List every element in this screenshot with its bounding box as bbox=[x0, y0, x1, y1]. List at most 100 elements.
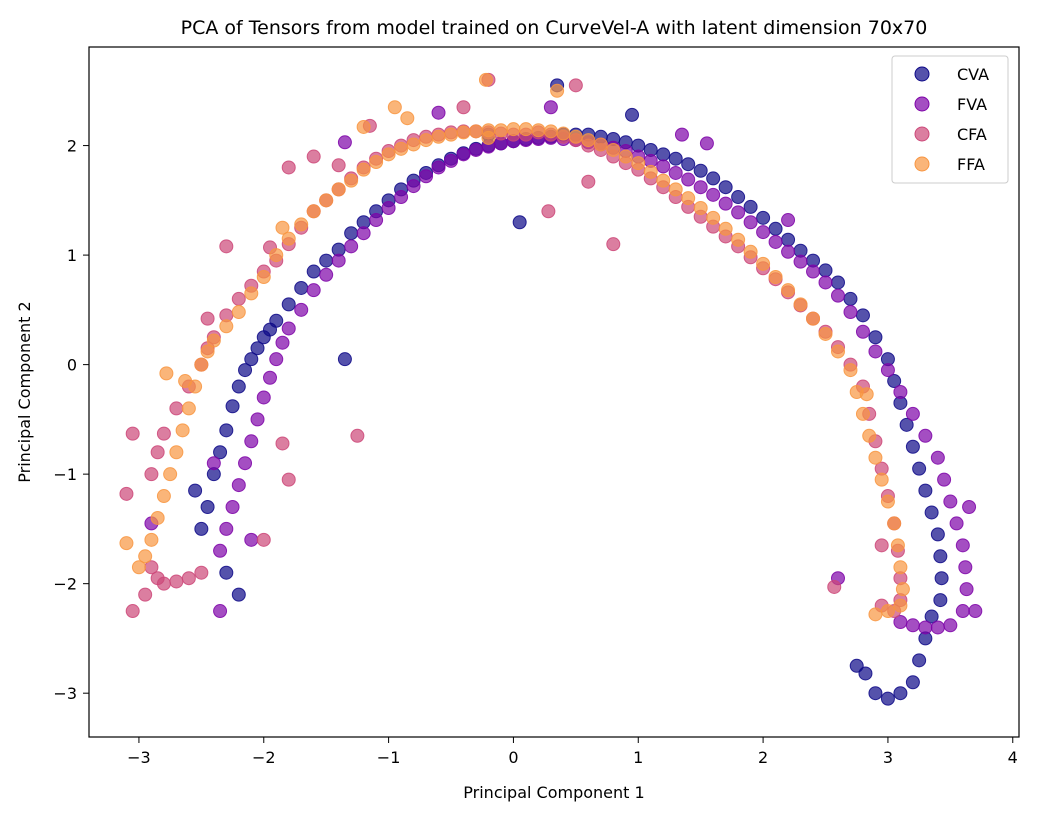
data-point-fva bbox=[394, 190, 409, 205]
data-point-ffa bbox=[718, 221, 733, 236]
data-point-cva bbox=[768, 221, 783, 236]
data-point-fva bbox=[958, 560, 973, 575]
data-point-ffa bbox=[681, 191, 696, 206]
data-point-cfa bbox=[275, 436, 290, 451]
data-point-ffa bbox=[275, 220, 290, 235]
data-point-cva bbox=[238, 363, 253, 378]
data-point-ffa bbox=[880, 604, 895, 619]
x-tick-label: −2 bbox=[252, 748, 276, 767]
data-point-cfa bbox=[256, 532, 271, 547]
legend-label: CVA bbox=[957, 65, 989, 84]
data-point-fva bbox=[756, 225, 771, 240]
data-point-ffa bbox=[859, 387, 874, 402]
data-point-ffa bbox=[394, 141, 409, 156]
data-point-ffa bbox=[175, 423, 190, 438]
data-point-cva bbox=[718, 180, 733, 195]
data-point-cva bbox=[743, 199, 758, 214]
data-point-ffa bbox=[419, 133, 434, 148]
data-point-ffa bbox=[478, 72, 493, 87]
data-point-fva bbox=[962, 500, 977, 514]
data-point-ffa bbox=[493, 123, 508, 138]
data-point-ffa bbox=[862, 428, 877, 443]
data-point-cva bbox=[893, 686, 908, 701]
data-point-ffa bbox=[868, 607, 883, 622]
data-point-ffa bbox=[219, 319, 234, 334]
data-point-cva bbox=[843, 291, 858, 306]
data-point-cfa bbox=[456, 100, 471, 115]
data-point-cva bbox=[281, 297, 296, 312]
data-point-cfa bbox=[156, 426, 171, 441]
legend: CVA FVA CFA FFA bbox=[891, 55, 1009, 184]
data-point-cva bbox=[706, 171, 721, 186]
data-point-cva bbox=[250, 341, 265, 356]
data-point-cva bbox=[269, 313, 284, 328]
data-point-cva bbox=[868, 686, 883, 701]
legend-marker bbox=[914, 66, 930, 82]
data-point-fva bbox=[893, 385, 908, 399]
data-point-fva bbox=[225, 500, 240, 514]
data-point-ffa bbox=[543, 124, 558, 139]
data-point-cva bbox=[337, 352, 352, 367]
data-point-cva bbox=[905, 675, 920, 690]
data-point-ffa bbox=[890, 538, 905, 553]
legend-label: FVA bbox=[957, 95, 987, 114]
data-point-cfa bbox=[181, 571, 196, 586]
data-point-ffa bbox=[169, 445, 184, 460]
data-point-ffa bbox=[806, 311, 821, 326]
data-point-fva bbox=[949, 516, 964, 531]
data-point-cfa bbox=[125, 426, 140, 441]
data-point-ffa bbox=[159, 366, 174, 381]
data-point-cfa bbox=[568, 78, 583, 93]
legend-box bbox=[891, 55, 1009, 184]
data-point-ffa bbox=[818, 326, 833, 341]
data-point-fva bbox=[319, 267, 334, 282]
data-point-cfa bbox=[874, 538, 889, 553]
data-point-ffa bbox=[431, 129, 446, 144]
data-point-cva bbox=[924, 505, 939, 520]
data-point-ffa bbox=[693, 201, 708, 215]
data-point-cfa bbox=[169, 574, 184, 589]
legend-marker bbox=[914, 96, 930, 112]
data-point-fva bbox=[905, 406, 920, 421]
data-point-ffa bbox=[444, 127, 459, 142]
data-point-fva bbox=[781, 244, 796, 259]
data-point-ffa bbox=[356, 162, 371, 177]
data-point-ffa bbox=[581, 133, 596, 148]
data-point-cva bbox=[219, 565, 234, 580]
data-point-fva bbox=[681, 172, 696, 187]
data-point-ffa bbox=[400, 111, 415, 126]
data-point-fva bbox=[468, 142, 483, 157]
data-point-fva bbox=[793, 254, 808, 269]
data-point-fva bbox=[955, 538, 970, 553]
data-point-cva bbox=[294, 280, 309, 295]
data-point-fva bbox=[431, 160, 446, 175]
data-point-cfa bbox=[606, 237, 621, 252]
x-tick-label: 2 bbox=[758, 748, 768, 767]
data-point-ffa bbox=[793, 297, 808, 312]
data-point-cva bbox=[887, 374, 902, 389]
data-point-cfa bbox=[306, 149, 321, 164]
y-tick-label: 2 bbox=[67, 137, 77, 156]
data-point-fva bbox=[231, 478, 246, 493]
data-point-fva bbox=[238, 456, 253, 471]
data-point-ffa bbox=[256, 270, 271, 284]
data-point-ffa bbox=[593, 137, 608, 152]
data-point-fva bbox=[263, 370, 278, 385]
data-point-fva bbox=[674, 127, 689, 142]
data-point-fva bbox=[943, 618, 958, 633]
x-axis-label: Principal Component 1 bbox=[463, 783, 644, 802]
data-point-fva bbox=[456, 147, 471, 162]
legend-label: FFA bbox=[957, 155, 985, 174]
data-point-fva bbox=[693, 180, 708, 195]
data-point-ffa bbox=[468, 124, 483, 139]
data-point-cva bbox=[855, 308, 870, 323]
data-point-cva bbox=[213, 445, 228, 460]
legend-label: CFA bbox=[957, 125, 987, 144]
data-point-cfa bbox=[219, 239, 234, 254]
data-point-ffa bbox=[206, 333, 221, 348]
data-point-fva bbox=[893, 615, 908, 629]
data-point-fva bbox=[344, 239, 359, 254]
data-point-fva bbox=[830, 288, 845, 303]
data-point-fva bbox=[213, 604, 228, 619]
